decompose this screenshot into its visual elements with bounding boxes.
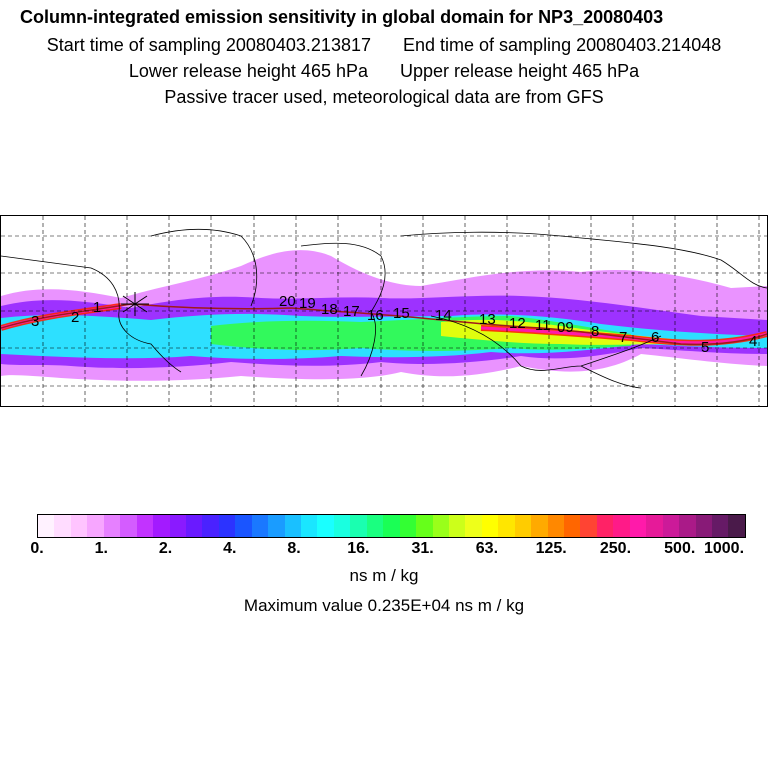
colorbar-swatch (268, 515, 285, 537)
colorbar-tick-label: 125. (535, 540, 567, 557)
colorbar-tick-label: 0. (30, 540, 44, 557)
trajectory-label: 11 (535, 317, 551, 334)
colorbar-swatch (153, 515, 170, 537)
colorbar-swatch (498, 515, 515, 537)
colorbar-swatch (333, 515, 351, 537)
plot-title: Column-integrated emission sensitivity i… (20, 7, 664, 27)
colorbar-swatch (301, 515, 318, 537)
colorbar-swatch (251, 515, 269, 537)
release-point-marker (121, 292, 149, 316)
release-lower: Lower release height 465 hPa (128, 61, 368, 81)
model-note: Passive tracer used, meteorological data… (164, 87, 604, 107)
release-heights: Lower release height 465 hPa Upper releas… (0, 61, 768, 81)
colorbar-swatch (350, 515, 367, 537)
sampling-times: Start time of sampling 20080403.213817 En… (0, 35, 768, 55)
colorbar-swatch (87, 515, 104, 537)
colorbar-swatch (284, 515, 301, 537)
colorbar-swatch (185, 515, 203, 537)
trajectory-label: 8 (591, 323, 599, 340)
sampling-end: End time of sampling 20080403.214048 (403, 35, 722, 55)
colorbar-swatch (416, 515, 433, 537)
colorbar-tick-label: 1. (94, 540, 108, 557)
trajectory-label: 14 (435, 307, 452, 324)
colorbar-swatch (448, 515, 466, 537)
trajectory-label: 2 (71, 309, 79, 326)
trajectory-label: 5 (701, 339, 709, 356)
colorbar-units: ns m / kg (349, 566, 419, 585)
trajectory-label: 12 (509, 315, 526, 332)
colorbar-swatch (547, 515, 564, 537)
colorbar (37, 514, 746, 538)
colorbar-swatch (383, 515, 400, 537)
colorbar-swatch (120, 515, 137, 537)
trajectory-label: 13 (479, 311, 496, 328)
colorbar-swatch (218, 515, 236, 537)
colorbar-swatch (465, 515, 482, 537)
graticule (1, 216, 767, 406)
maximum-value: Maximum value 0.235E+04 ns m / kg (243, 596, 525, 615)
colorbar-swatch (662, 515, 680, 537)
colorbar-swatch (531, 515, 548, 537)
trajectory-label: 16 (367, 307, 384, 324)
trajectory-label: 3 (31, 313, 39, 330)
coastlines (1, 228, 767, 389)
trajectory-label: 7 (619, 329, 627, 346)
emission-sensitivity-map: 1 2 3 4 5 6 7 8 09 11 12 13 14 15 16 17 18 19 20 (0, 215, 768, 407)
colorbar-swatch (136, 515, 154, 537)
colorbar-swatch (711, 515, 729, 537)
colorbar-tick-label: 8. (287, 540, 301, 557)
trajectory-label: 18 (321, 301, 338, 318)
colorbar-tick-label: 2. (158, 540, 173, 557)
sampling-start: Start time of sampling 20080403.213817 (46, 35, 371, 55)
colorbar-swatch (728, 515, 745, 537)
colorbar-swatch (54, 515, 71, 537)
colorbar-swatch (679, 515, 696, 537)
trajectory-label: 17 (343, 303, 360, 320)
colorbar-swatch (695, 515, 712, 537)
colorbar-swatch (564, 515, 581, 537)
colorbar-tick-label: 500. (664, 540, 696, 557)
colorbar-swatch (202, 515, 219, 537)
colorbar-tick-label: 4. (223, 540, 237, 557)
colorbar-swatch (580, 515, 597, 537)
colorbar-swatch (514, 515, 532, 537)
trajectory-label: 20 (279, 293, 296, 310)
release-upper: Upper release height 465 hPa (400, 61, 640, 81)
colorbar-tick-label: 16. (347, 540, 370, 557)
trajectory-label: 09 (557, 319, 574, 336)
colorbar-swatch (103, 515, 121, 537)
colorbar-tick-label: 1000. (703, 540, 745, 557)
colorbar-tick-label: 31. (411, 540, 434, 557)
colorbar-swatch (613, 515, 630, 537)
colorbar-swatch (399, 515, 417, 537)
colorbar-swatch (317, 515, 334, 537)
colorbar-tick-label: 250. (599, 540, 632, 557)
colorbar-swatch (432, 515, 449, 537)
colorbar-swatch (629, 515, 647, 537)
colorbar-swatch (646, 515, 663, 537)
colorbar-swatch (38, 515, 55, 537)
colorbar-swatch (70, 515, 88, 537)
colorbar-swatch (481, 515, 499, 537)
colorbar-swatch (235, 515, 252, 537)
colorbar-tick-label: 63. (475, 540, 499, 557)
colorbar-swatch (169, 515, 186, 537)
trajectory-label: 6 (651, 329, 659, 346)
trajectory-label: 15 (393, 305, 410, 322)
trajectory-label: 19 (299, 295, 316, 312)
colorbar-swatch (596, 515, 614, 537)
colorbar-swatch (366, 515, 384, 537)
trajectory-label: 1 (93, 299, 101, 316)
trajectory-label: 4 (749, 333, 757, 350)
